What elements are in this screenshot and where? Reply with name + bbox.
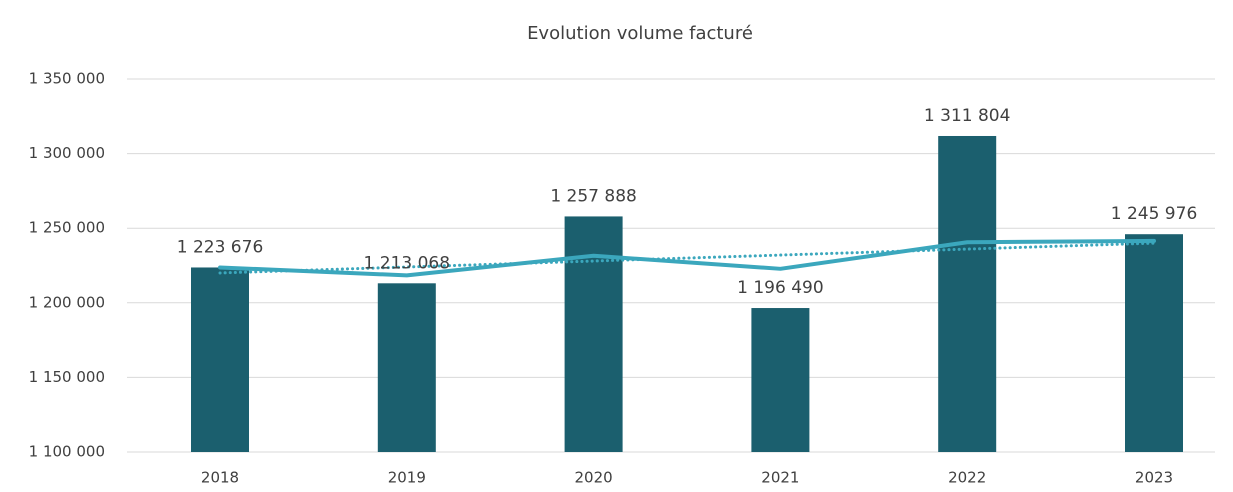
x-tick-label: 2022 <box>948 469 986 487</box>
bar <box>938 135 997 452</box>
x-tick-label: 2023 <box>1135 469 1173 487</box>
data-label: 1 245 976 <box>1111 204 1198 224</box>
bar <box>377 283 436 452</box>
data-label: 1 311 804 <box>924 106 1011 126</box>
data-label: 1 257 888 <box>550 186 637 206</box>
y-tick-label: 1 200 000 <box>29 293 105 311</box>
trend-line <box>218 241 1156 275</box>
x-tick-label: 2021 <box>761 469 799 487</box>
bar <box>1125 234 1183 452</box>
bar <box>191 267 249 452</box>
x-tick-label: 2020 <box>575 469 613 487</box>
chart-title: Evolution volume facturé <box>527 23 753 44</box>
bar <box>751 308 810 452</box>
data-label: 1 196 490 <box>737 278 824 298</box>
y-tick-label: 1 250 000 <box>29 219 105 237</box>
x-tick-label: 2019 <box>388 469 426 487</box>
y-tick-label: 1 350 000 <box>29 70 105 88</box>
y-tick-label: 1 150 000 <box>29 368 105 386</box>
bar <box>564 216 623 452</box>
data-label: 1 223 676 <box>177 237 264 257</box>
average-line <box>218 238 1156 278</box>
x-tick-label: 2018 <box>201 469 239 487</box>
y-tick-label: 1 100 000 <box>29 443 105 461</box>
y-tick-label: 1 300 000 <box>29 144 105 162</box>
data-label: 1 213 068 <box>364 253 451 273</box>
